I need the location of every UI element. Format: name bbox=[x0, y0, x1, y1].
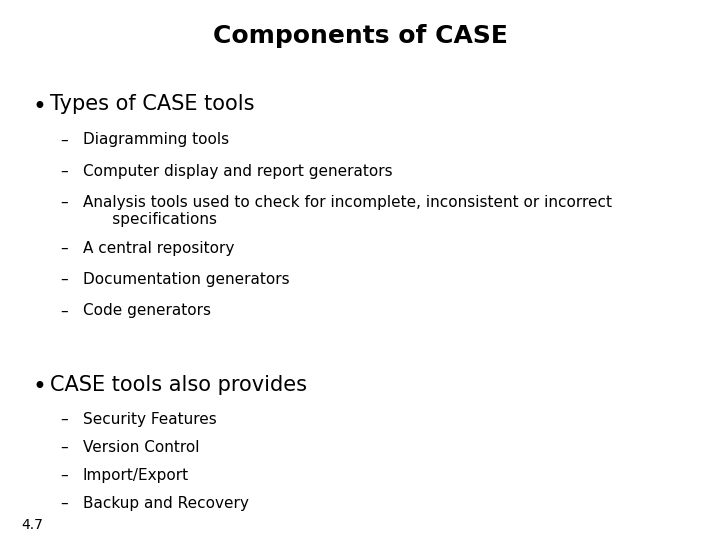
Text: –: – bbox=[60, 164, 68, 179]
Text: Import/Export: Import/Export bbox=[83, 468, 189, 483]
Text: Types of CASE tools: Types of CASE tools bbox=[50, 94, 255, 114]
Text: –: – bbox=[60, 132, 68, 147]
Text: –: – bbox=[60, 241, 68, 256]
Text: Backup and Recovery: Backup and Recovery bbox=[83, 496, 248, 511]
Text: –: – bbox=[60, 440, 68, 455]
Text: A central repository: A central repository bbox=[83, 241, 234, 256]
Text: CASE tools also provides: CASE tools also provides bbox=[50, 375, 307, 395]
Text: Analysis tools used to check for incomplete, inconsistent or incorrect
      spe: Analysis tools used to check for incompl… bbox=[83, 195, 612, 227]
Text: Computer display and report generators: Computer display and report generators bbox=[83, 164, 392, 179]
Text: Components of CASE: Components of CASE bbox=[212, 24, 508, 48]
Text: –: – bbox=[60, 272, 68, 287]
Text: Security Features: Security Features bbox=[83, 412, 217, 427]
Text: 4.7: 4.7 bbox=[22, 518, 43, 532]
Text: Version Control: Version Control bbox=[83, 440, 199, 455]
Text: Diagramming tools: Diagramming tools bbox=[83, 132, 229, 147]
Text: Documentation generators: Documentation generators bbox=[83, 272, 289, 287]
Text: –: – bbox=[60, 303, 68, 319]
Text: Code generators: Code generators bbox=[83, 303, 211, 319]
Text: •: • bbox=[32, 94, 46, 118]
Text: •: • bbox=[32, 375, 46, 399]
Text: –: – bbox=[60, 468, 68, 483]
Text: –: – bbox=[60, 412, 68, 427]
Text: –: – bbox=[60, 195, 68, 210]
Text: –: – bbox=[60, 496, 68, 511]
